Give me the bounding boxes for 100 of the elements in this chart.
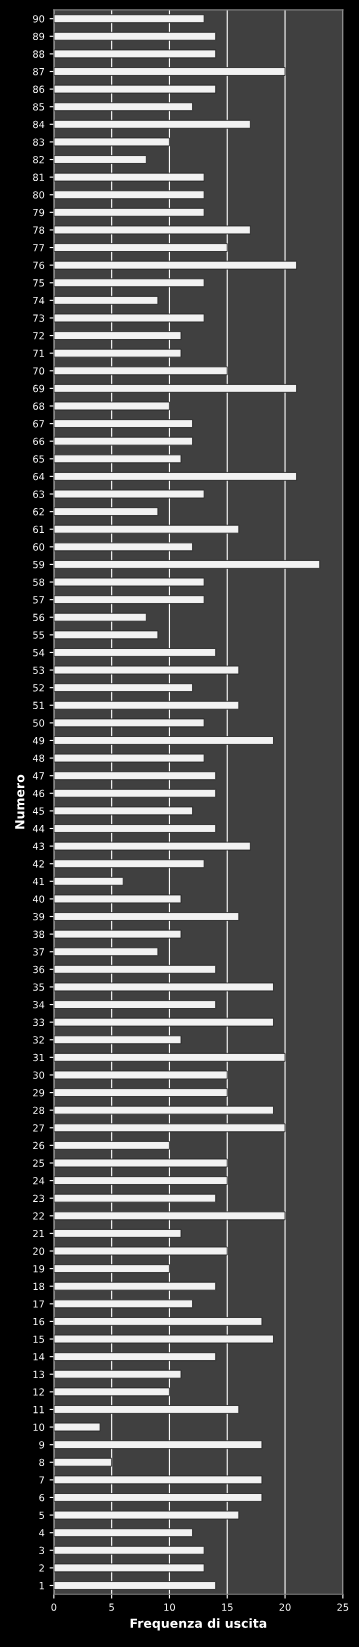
y-tick-label: 28 [33,1106,45,1114]
bar [53,1299,193,1309]
bar [53,1493,263,1502]
y-tick-label: 11 [33,1406,44,1414]
bar [53,14,205,24]
bar [53,49,217,59]
bar [53,225,251,235]
y-tick-label: 39 [33,913,45,921]
bar [53,84,217,94]
bar [53,419,193,428]
y-tick-label: 34 [33,1001,45,1009]
y-tick-label: 62 [33,508,44,516]
bar [53,665,240,675]
bar [53,489,205,499]
y-tick-label: 82 [33,156,44,164]
y-tick-label: 23 [33,1194,45,1203]
y-tick-label: 15 [33,1335,44,1343]
bar [53,788,217,798]
y-tick-label: 46 [32,789,45,798]
bar [53,577,205,587]
bar [53,595,205,605]
y-tick-label: 68 [33,402,45,410]
y-tick-label: 80 [33,191,45,199]
bar [53,1352,217,1362]
bar [53,718,205,728]
bar [53,295,159,305]
bar [53,648,217,657]
bar [53,102,193,112]
y-tick-label: 24 [33,1177,45,1185]
bar [53,1264,170,1273]
bar [53,507,159,516]
bar [53,1405,240,1414]
y-tick-label: 18 [33,1282,45,1291]
bar [53,1211,286,1221]
y-tick-label: 56 [33,613,45,622]
y-tick-label: 27 [33,1124,44,1132]
y-tick-label: 35 [33,983,44,991]
y-tick-label: 58 [33,578,45,586]
y-tick-label: 44 [32,825,45,833]
bar [53,331,182,340]
bar [53,1563,205,1573]
y-tick-label: 25 [33,1159,44,1167]
bar [53,1052,286,1062]
bar [53,1440,263,1450]
y-tick-label: 37 [33,948,44,956]
y-tick-label: 41 [32,877,44,885]
y-tick-label: 87 [33,67,44,76]
bar [53,348,182,358]
bar [53,1475,263,1485]
y-tick-label: 9 [39,1441,45,1449]
bar [53,630,159,640]
bar [53,1088,228,1097]
y-tick-label: 57 [33,596,44,604]
y-tick-label: 5 [39,1511,44,1519]
bar [53,1105,274,1115]
bar [53,1246,228,1256]
bar [53,982,274,992]
y-tick-label: 83 [33,138,45,146]
y-tick-label: 52 [33,684,44,692]
x-axis-title: Frequenza di uscita [130,1618,267,1631]
x-tick-label: 0 [51,1603,57,1611]
bar [53,119,251,129]
y-tick-label: 4 [39,1529,45,1537]
y-tick-label: 55 [33,631,44,639]
bar [53,1158,228,1168]
bar [53,1457,113,1467]
bar [53,560,321,569]
bar [53,172,205,182]
y-tick-label: 81 [33,173,44,181]
bar [53,454,182,464]
y-tick-label: 53 [33,666,45,674]
bar [53,313,205,323]
bar [53,683,193,693]
y-tick-label: 63 [33,490,45,498]
y-tick-label: 14 [33,1353,45,1361]
y-tick-label: 51 [33,701,44,710]
x-tick-label: 10 [164,1603,175,1611]
bar [53,155,147,164]
bar [53,1229,182,1238]
y-tick-label: 86 [33,85,45,93]
y-tick-label: 89 [33,32,45,41]
y-tick-label: 33 [33,1018,45,1026]
bar [53,524,240,534]
bar [53,1176,228,1185]
bar [53,876,124,886]
bar [53,841,251,851]
bar [53,1000,217,1009]
y-tick-label: 1 [39,1582,44,1590]
y-tick-label: 49 [32,736,45,745]
bar [53,542,193,552]
bar [53,1193,217,1203]
bar [53,1581,217,1590]
y-tick-label: 13 [33,1370,45,1379]
bar [53,1387,170,1397]
y-tick-label: 69 [33,384,45,393]
y-tick-label: 26 [33,1141,45,1150]
y-tick-label: 90 [33,15,45,23]
y-tick-label: 38 [33,930,45,938]
bar [53,1017,274,1027]
bar [53,929,182,939]
